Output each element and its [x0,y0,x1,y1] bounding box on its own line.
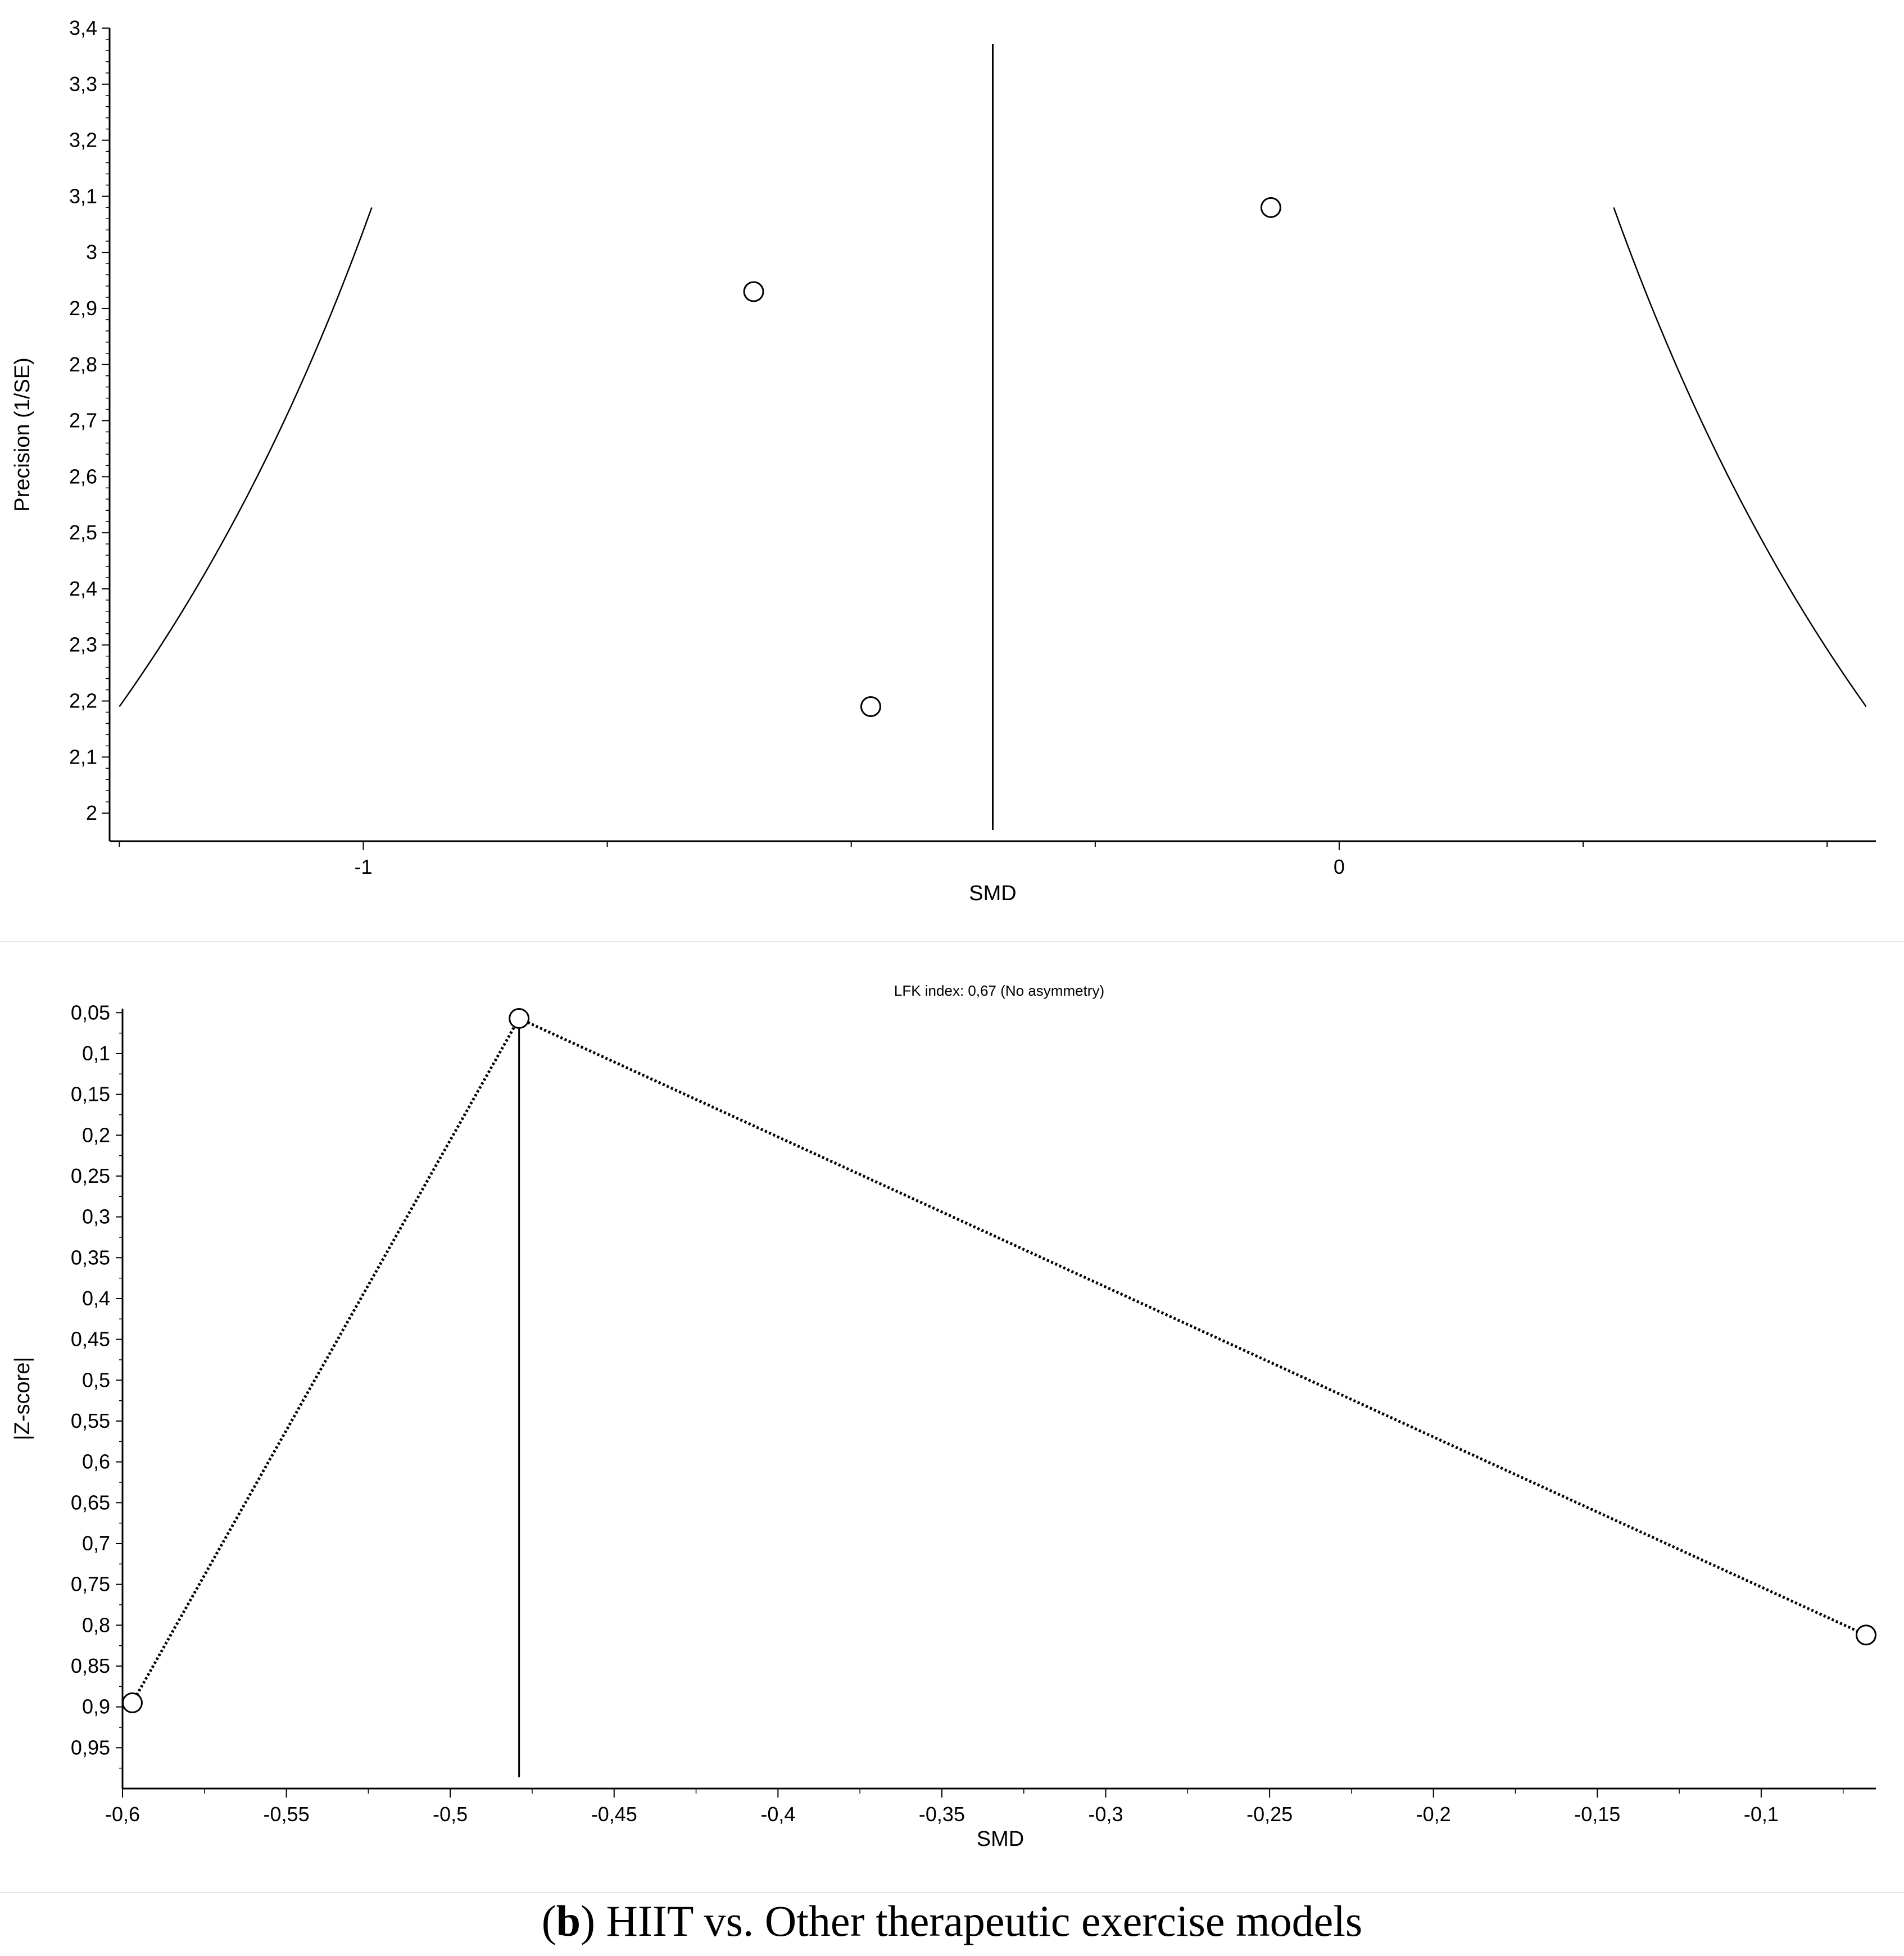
doi-y-tick-label: 0,25 [71,1164,110,1187]
funnel-plot-x-axis: -1 0 [110,840,1876,878]
funnel-y-tick-label: 3 [86,240,97,264]
doi-y-tick-label: 0,85 [71,1654,110,1677]
doi-y-tick-label: 0,55 [71,1409,110,1432]
doi-plot-y-axis: 0,05 0,1 0,15 0,2 0,25 0,3 0,35 0,4 0,45 0,5 0,55 0… [71,1001,124,1789]
funnel-y-tick-label: 2,7 [69,409,97,432]
doi-y-tick-label: 0,5 [82,1368,110,1391]
funnel-y-tick-label: 2,2 [69,689,97,712]
funnel-y-tick-label: 3,4 [69,16,97,39]
funnel-limit-curves [119,44,1867,830]
funnel-y-tick-label: 2,3 [69,633,97,656]
doi-x-tick-label: -0,6 [105,1803,140,1826]
doi-y-tick-label: 0,95 [71,1736,110,1759]
doi-x-axis-title: SMD [977,1827,1024,1851]
doi-y-tick-label: 0,8 [82,1613,110,1636]
funnel-plot-y-axis: 2 2,1 2,2 2,3 2,4 2,5 2,6 2,7 2,8 2,9 3 3,1 3,2 3,3 3,… [69,16,111,841]
doi-y-tick-label: 0,45 [71,1328,110,1351]
doi-y-tick-label: 0,9 [82,1695,110,1718]
doi-y-tick-label: 0,3 [82,1205,110,1228]
funnel-y-tick-label: 2,1 [69,745,97,768]
doi-x-tick-label: -0,25 [1246,1803,1293,1826]
doi-x-tick-label: -0,55 [264,1803,310,1826]
doi-y-tick-label: 0,4 [82,1287,110,1310]
doi-plot-lines [131,1016,1867,1777]
doi-point [121,1692,143,1713]
doi-x-tick-label: -0,45 [591,1803,637,1826]
funnel-x-tick-label: -1 [354,855,372,878]
funnel-y-tick-label: 2 [86,801,97,824]
doi-y-tick-label: 0,65 [71,1491,110,1514]
caption-open-paren: ( [542,1896,556,1945]
doi-y-tick-label: 0,75 [71,1573,110,1596]
doi-x-tick-label: -0,15 [1574,1803,1620,1826]
caption-text: ) HIIT vs. Other therapeutic exercise mo… [581,1896,1362,1945]
figure-caption: (b) HIIT vs. Other therapeutic exercise … [542,1896,1363,1945]
funnel-left-limit [119,207,373,707]
caption-panel-label: b [556,1896,581,1945]
funnel-y-tick-label: 3,2 [69,129,97,152]
doi-x-tick-label: -0,35 [919,1803,965,1826]
doi-point [1856,1624,1877,1646]
funnel-y-tick-label: 3,1 [69,184,97,207]
funnel-plot: 2 2,1 2,2 2,3 2,4 2,5 2,6 2,7 2,8 2,9 3 3,1 3,2 3,3 3,… [11,16,1876,905]
doi-plot-x-axis: -0,6 -0,55 -0,5 -0,45 -0,4 -0,35 -0,3 -0,25 -0,2… [105,1787,1876,1826]
doi-x-tick-label: -0,5 [433,1803,468,1826]
funnel-points [743,197,1281,717]
funnel-y-tick-label: 2,4 [69,577,97,600]
doi-y-tick-label: 0,35 [71,1246,110,1269]
doi-x-tick-label: -0,2 [1416,1803,1451,1826]
funnel-y-tick-label: 2,9 [69,297,97,320]
doi-x-tick-label: -0,3 [1089,1803,1123,1826]
doi-x-tick-label: -0,4 [760,1803,795,1826]
funnel-point [743,281,764,302]
doi-y-tick-label: 0,05 [71,1001,110,1024]
funnel-right-limit [1613,207,1867,707]
doi-plot: LFK index: 0,67 (No asymmetry) 0,050,10,… [11,982,1877,1851]
funnel-y-tick-label: 2,5 [69,521,97,544]
doi-y-tick-label: 0,7 [82,1532,110,1555]
funnel-y-tick-label: 3,3 [69,72,97,96]
doi-y-tick-label: 0,2 [82,1123,110,1146]
doi-x-tick-label: -0,1 [1744,1803,1779,1826]
funnel-y-tick-label: 2,8 [69,353,97,376]
funnel-y-axis-title: Precision (1/SE) [11,357,34,512]
doi-y-tick-label: 0,6 [82,1450,110,1473]
doi-y-axis-title: |Z-score| [11,1357,34,1441]
funnel-x-tick-label: 0 [1334,855,1345,878]
funnel-y-tick-label: 2,6 [69,465,97,488]
funnel-point [860,696,881,717]
doi-y-tick-label: 0,15 [71,1083,110,1106]
doi-point [509,1008,530,1029]
doi-y-tick-label: 0,1 [82,1042,110,1065]
doi-plot-title: LFK index: 0,67 (No asymmetry) [894,982,1104,999]
funnel-point [1260,197,1281,218]
doi-points [121,1008,1877,1713]
funnel-x-axis-title: SMD [969,882,1016,905]
doi-curve [131,1016,1867,1704]
